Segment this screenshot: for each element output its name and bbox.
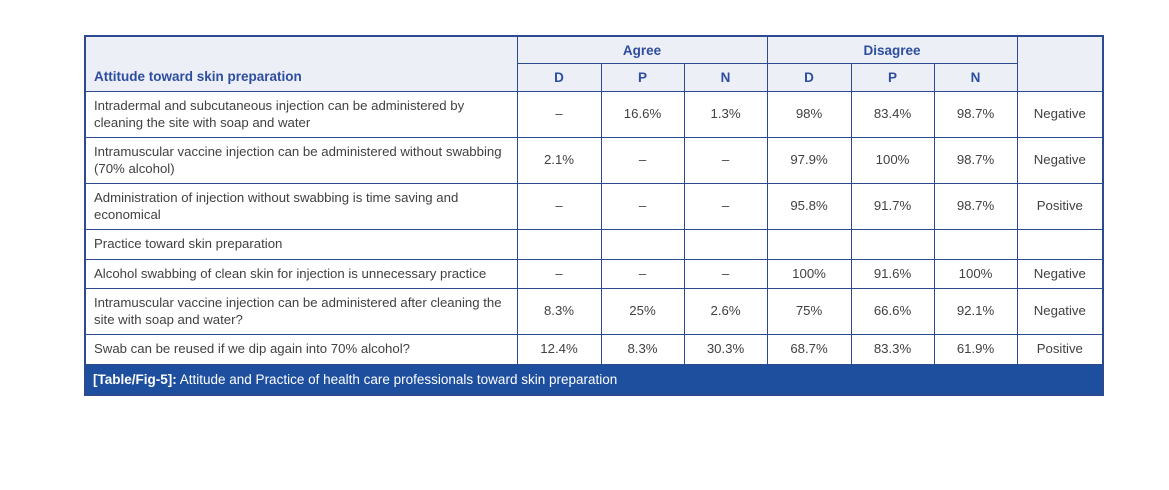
value-cell — [683, 229, 768, 260]
value-cell — [766, 229, 852, 260]
value-cell: 2.6% — [683, 288, 768, 335]
assessment-cell: Negative — [1016, 288, 1104, 335]
assessment-cell: Positive — [1016, 183, 1104, 230]
assessment-cell: Positive — [1016, 334, 1104, 365]
value-cell: 100% — [850, 137, 935, 184]
value-cell: – — [600, 183, 685, 230]
value-cell: 68.7% — [766, 334, 852, 365]
value-cell: 1.3% — [683, 91, 768, 138]
value-cell: 2.1% — [516, 137, 602, 184]
attitude-practice-table: Attitude toward skin preparation Agree D… — [84, 35, 1105, 396]
value-cell: 91.7% — [850, 183, 935, 230]
first-column-header: Attitude toward skin preparation — [84, 35, 518, 92]
assessment-cell: Negative — [1016, 91, 1104, 138]
table-body: Intradermal and subcutaneous injection c… — [84, 91, 1104, 365]
disagree-d-header: D — [766, 63, 852, 92]
value-cell: – — [516, 183, 602, 230]
value-cell: 98% — [766, 91, 852, 138]
value-cell: 83.4% — [850, 91, 935, 138]
value-cell: 100% — [933, 258, 1018, 289]
assessment-cell: Negative — [1016, 137, 1104, 184]
section-row: Practice toward skin preparation — [84, 229, 1104, 260]
table-row: Swab can be reused if we dip again into … — [84, 334, 1104, 365]
value-cell: – — [600, 258, 685, 289]
value-cell: 92.1% — [933, 288, 1018, 335]
value-cell: – — [683, 137, 768, 184]
value-cell: 98.7% — [933, 137, 1018, 184]
table-row: Alcohol swabbing of clean skin for injec… — [84, 258, 1104, 289]
disagree-group-header: Disagree — [766, 35, 1018, 64]
value-cell: – — [683, 183, 768, 230]
value-cell: 8.3% — [600, 334, 685, 365]
assessment-cell — [1016, 229, 1104, 260]
value-cell — [600, 229, 685, 260]
value-cell: – — [516, 91, 602, 138]
disagree-p-header: P — [850, 63, 935, 92]
value-cell: 98.7% — [933, 91, 1018, 138]
row-label: Administration of injection without swab… — [84, 183, 518, 230]
value-cell — [933, 229, 1018, 260]
value-cell: 30.3% — [683, 334, 768, 365]
agree-p-header: P — [600, 63, 685, 92]
value-cell: 83.3% — [850, 334, 935, 365]
sub-header-row: D P N D P N — [85, 63, 1103, 92]
value-cell: 8.3% — [516, 288, 602, 335]
row-label: Intradermal and subcutaneous injection c… — [84, 91, 518, 138]
table-footer: [Table/Fig-5]: Attitude and Practice of … — [85, 363, 1104, 395]
table-row: Intramuscular vaccine injection can be a… — [84, 137, 1104, 184]
value-cell — [850, 229, 935, 260]
agree-group-header: Agree — [516, 35, 768, 64]
value-cell: 91.6% — [850, 258, 935, 289]
caption-text: Attitude and Practice of health care pro… — [176, 371, 618, 387]
table-caption: [Table/Fig-5]: Attitude and Practice of … — [85, 363, 1104, 395]
row-label: Intramuscular vaccine injection can be a… — [84, 137, 518, 184]
caption-row: [Table/Fig-5]: Attitude and Practice of … — [85, 363, 1104, 395]
disagree-n-header: N — [933, 63, 1018, 92]
value-cell: – — [600, 137, 685, 184]
table-row: Intradermal and subcutaneous injection c… — [84, 91, 1104, 138]
value-cell: 75% — [766, 288, 852, 335]
value-cell: 98.7% — [933, 183, 1018, 230]
value-cell: – — [516, 258, 602, 289]
value-cell: 66.6% — [850, 288, 935, 335]
row-label: Alcohol swabbing of clean skin for injec… — [84, 258, 518, 289]
value-cell: – — [683, 258, 768, 289]
value-cell: 16.6% — [600, 91, 685, 138]
row-label: Swab can be reused if we dip again into … — [84, 334, 518, 365]
caption-tag: [Table/Fig-5]: — [93, 371, 177, 387]
value-cell: 95.8% — [766, 183, 852, 230]
table-header: Attitude toward skin preparation Agree D… — [84, 35, 1104, 92]
assessment-column-header — [1016, 35, 1104, 92]
table-row: Administration of injection without swab… — [84, 183, 1104, 230]
assessment-cell: Negative — [1016, 258, 1104, 289]
group-header-row: Attitude toward skin preparation Agree D… — [84, 35, 1104, 92]
value-cell — [516, 229, 602, 260]
row-label: Intramuscular vaccine injection can be a… — [84, 288, 518, 335]
agree-d-header: D — [516, 63, 602, 92]
agree-n-header: N — [683, 63, 768, 92]
value-cell: 61.9% — [933, 334, 1018, 365]
value-cell: 25% — [600, 288, 685, 335]
row-label: Practice toward skin preparation — [84, 229, 518, 260]
value-cell: 12.4% — [516, 334, 602, 365]
table-row: Intramuscular vaccine injection can be a… — [84, 288, 1104, 335]
value-cell: 97.9% — [766, 137, 852, 184]
value-cell: 100% — [766, 258, 852, 289]
